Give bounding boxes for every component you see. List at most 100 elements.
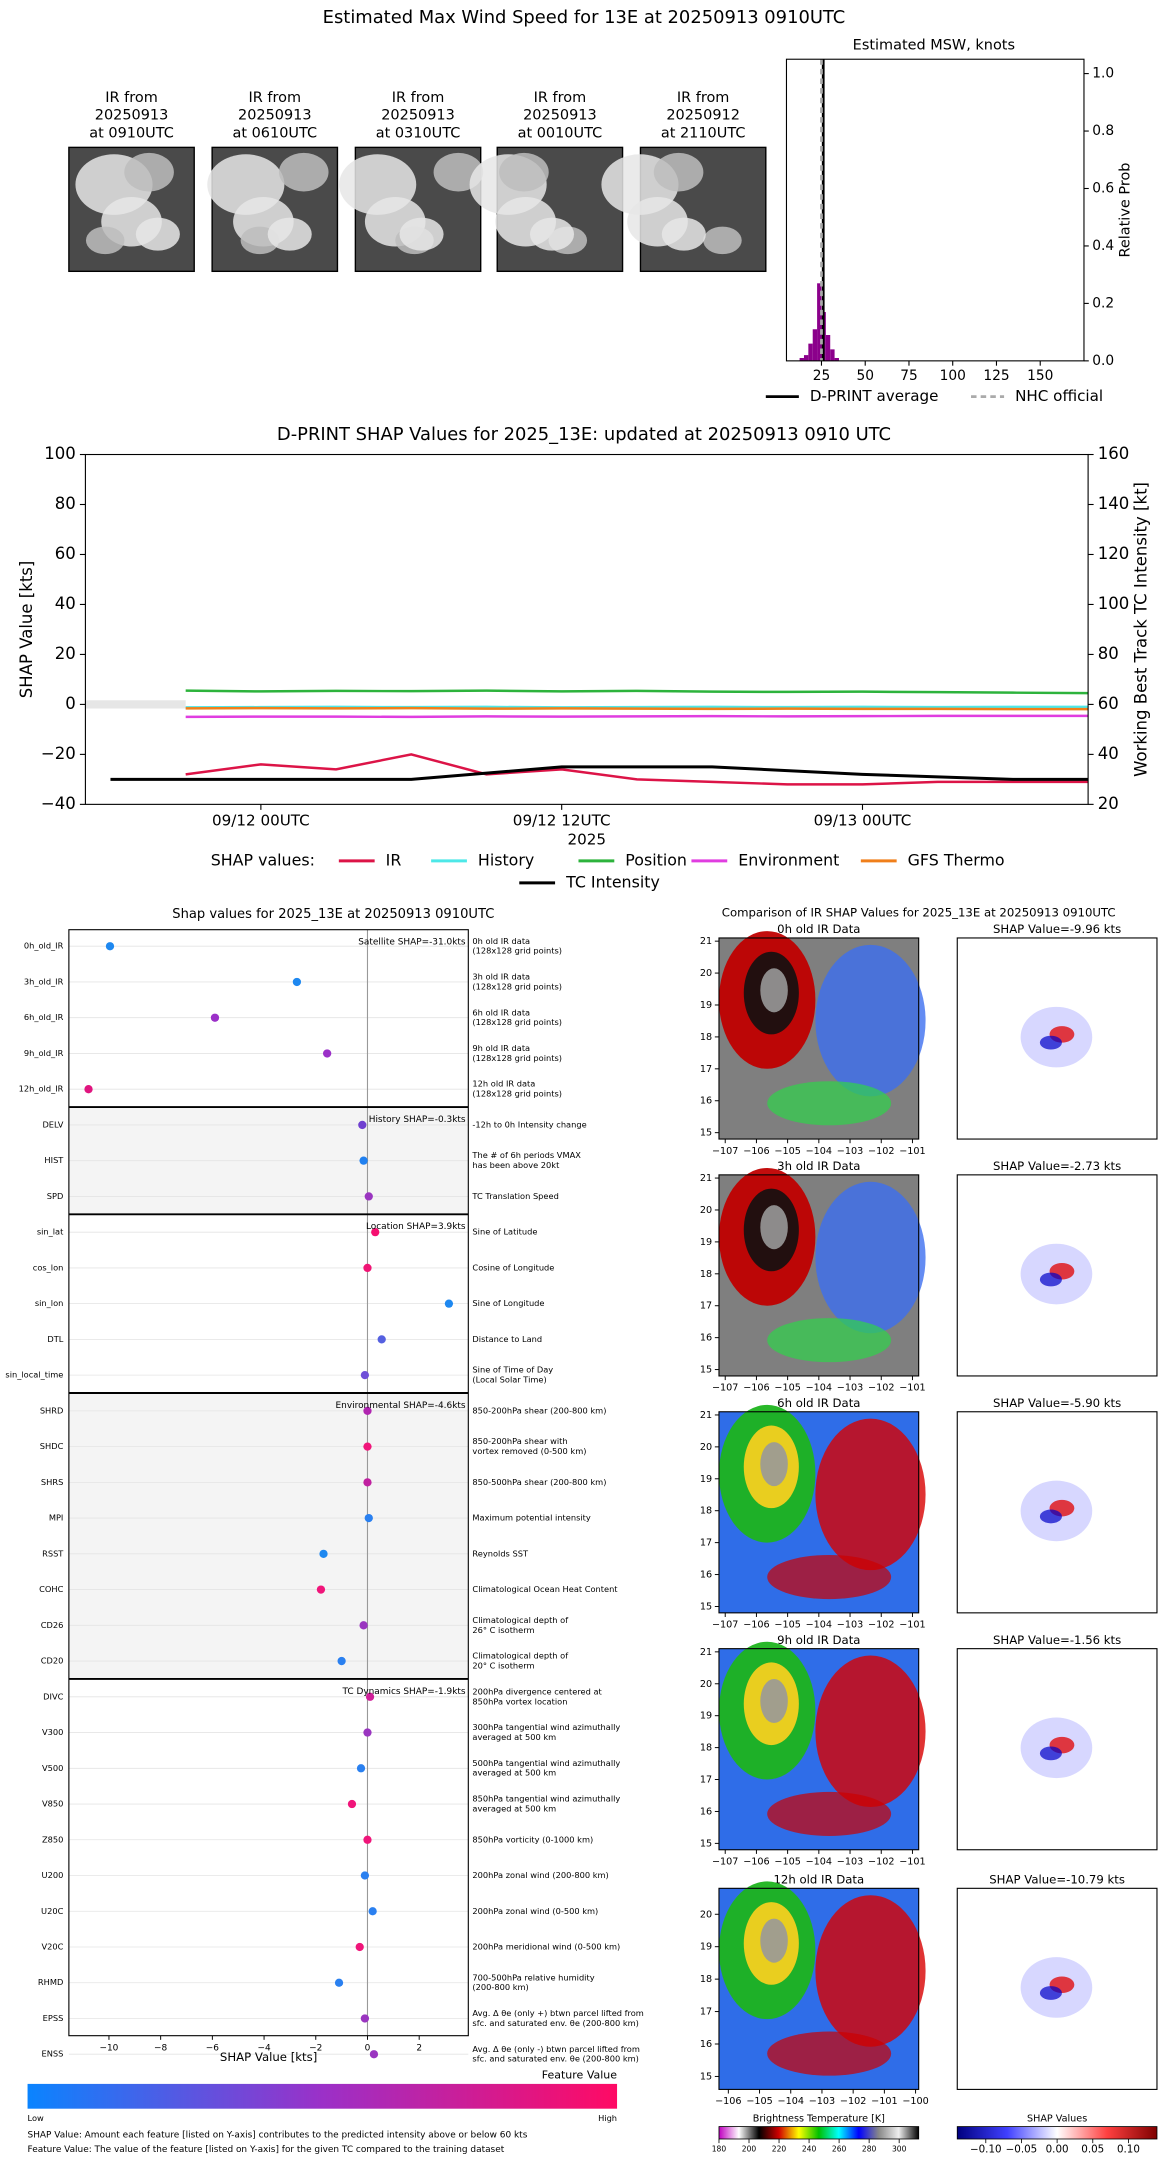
lon-tick-label: −102 bbox=[840, 2096, 866, 2107]
thumbnail-label: 20250913 bbox=[95, 108, 169, 124]
cloud bbox=[499, 152, 549, 192]
cloud bbox=[529, 217, 575, 251]
colorbar-label: Feature Value bbox=[542, 2069, 618, 2082]
lat-tick-label: 16 bbox=[700, 1096, 712, 1107]
lon-tick-label: −102 bbox=[868, 1383, 894, 1394]
y2-tick-label: 160 bbox=[1098, 444, 1130, 463]
feature-name: cos_lon bbox=[33, 1262, 64, 1272]
lat-tick-label: 15 bbox=[700, 1838, 712, 1849]
shap-dot bbox=[377, 1335, 386, 1344]
y-tick-label: 20 bbox=[55, 644, 76, 663]
lon-tick-label: −106 bbox=[743, 1856, 769, 1867]
feature-description: 200hPa meridional wind (0-500 km) bbox=[472, 1941, 620, 1951]
lon-tick-label: −107 bbox=[712, 1146, 738, 1157]
lat-tick-label: 19 bbox=[700, 1237, 712, 1248]
colorbar-label: Brightness Temperature [K] bbox=[753, 2113, 885, 2124]
ir-region bbox=[760, 1918, 788, 1963]
ir-region bbox=[767, 1555, 892, 1600]
lat-tick-label: 21 bbox=[700, 1173, 712, 1184]
lat-tick-label: 18 bbox=[700, 1743, 712, 1754]
cloud bbox=[135, 217, 180, 251]
axes-frame bbox=[785, 58, 1085, 362]
thumbnail-label: 20250913 bbox=[523, 108, 597, 124]
shap-title: SHAP Value=-10.79 kts bbox=[989, 1873, 1125, 1887]
cloud bbox=[653, 152, 704, 192]
colorbar-low: Low bbox=[28, 2113, 44, 2123]
feature-description: (128x128 grid points) bbox=[472, 1017, 562, 1027]
shap-dot bbox=[444, 1299, 454, 1308]
shap-title: SHAP Value=-1.56 kts bbox=[993, 1633, 1121, 1647]
lat-tick-label: 18 bbox=[700, 1974, 712, 1985]
shap-title: SHAP Value=-5.90 kts bbox=[993, 1396, 1121, 1410]
lat-tick-label: 18 bbox=[700, 1269, 712, 1280]
lon-tick-label: −103 bbox=[837, 1146, 863, 1157]
feature-name: COHC bbox=[39, 1584, 63, 1594]
feature-description: Cosine of Longitude bbox=[472, 1262, 554, 1272]
feature-description: 3h old IR data bbox=[472, 972, 530, 982]
lon-tick-label: −103 bbox=[809, 2096, 835, 2107]
y2-tick-label: 0.2 bbox=[1092, 295, 1114, 311]
footnote: Feature Value: The value of the feature … bbox=[28, 2145, 505, 2155]
lon-tick-label: −104 bbox=[806, 1856, 832, 1867]
shap-dot bbox=[359, 1621, 368, 1630]
thumbnail-label: at 2110UTC bbox=[661, 126, 746, 142]
y-tick-label: 0 bbox=[65, 694, 76, 713]
hist-bar bbox=[834, 357, 839, 361]
chart-title: Shap values for 2025_13E at 20250913 091… bbox=[172, 907, 494, 922]
cloud bbox=[85, 226, 125, 255]
x-tick-label: 25 bbox=[813, 368, 831, 384]
lat-tick-label: 20 bbox=[700, 1679, 712, 1690]
hist-bar bbox=[830, 349, 835, 361]
lat-tick-label: 19 bbox=[700, 1474, 712, 1485]
feature-name: sin_lat bbox=[37, 1227, 64, 1237]
feature-name: RSST bbox=[42, 1548, 64, 1558]
y-tick-label: 60 bbox=[55, 544, 76, 563]
shap-dot bbox=[364, 1192, 373, 1201]
ir-region bbox=[815, 1655, 926, 1808]
lon-tick-label: −101 bbox=[899, 1383, 925, 1394]
shap-dot bbox=[105, 942, 115, 951]
feature-description: (200-800 km) bbox=[472, 1982, 528, 1992]
shap-dot bbox=[365, 1692, 375, 1701]
feature-description: The # of 6h periods VMAX bbox=[471, 1150, 581, 1160]
lon-tick-label: −105 bbox=[774, 1146, 800, 1157]
series-line bbox=[185, 689, 1089, 695]
shap-dot bbox=[363, 1478, 372, 1487]
group-label: Location SHAP=3.9kts bbox=[366, 1222, 466, 1232]
y-tick-label: −40 bbox=[41, 794, 76, 813]
x-axis-label: SHAP Value [kts] bbox=[220, 2050, 317, 2064]
lon-tick-label: −103 bbox=[837, 1856, 863, 1867]
feature-name: RHMD bbox=[38, 1977, 63, 1987]
ir-title: 0h old IR Data bbox=[777, 922, 860, 936]
feature-description: 200hPa divergence centered at bbox=[472, 1686, 602, 1696]
ir-region bbox=[815, 944, 926, 1097]
lon-tick-label: −101 bbox=[871, 2096, 897, 2107]
colorbar-tick-label: −0.10 bbox=[970, 2143, 1002, 2155]
lon-tick-label: −107 bbox=[712, 1383, 738, 1394]
legend-label: NHC official bbox=[1015, 387, 1103, 405]
feature-name: 3h_old_IR bbox=[24, 976, 64, 986]
shap-blob bbox=[1039, 1746, 1062, 1761]
legend-label: Position bbox=[625, 850, 687, 869]
lon-tick-label: −107 bbox=[712, 1620, 738, 1631]
feature-description: 12h old IR data bbox=[472, 1079, 535, 1089]
lat-tick-label: 17 bbox=[700, 2007, 712, 2018]
colorbar bbox=[718, 2126, 920, 2140]
feature-name: MPI bbox=[49, 1513, 64, 1523]
y-tick-label: 80 bbox=[55, 494, 76, 513]
feature-description: TC Translation Speed bbox=[471, 1191, 558, 1201]
shap-dot bbox=[210, 1013, 220, 1022]
feature-description: sfc. and saturated env. θe (200-800 km) bbox=[472, 2018, 638, 2028]
ir-region bbox=[760, 1205, 788, 1250]
feature-description: 850hPa tangential wind azimuthally bbox=[472, 1794, 620, 1804]
feature-description: Reynolds SST bbox=[472, 1548, 529, 1558]
group-label: Environmental SHAP=-4.6kts bbox=[336, 1401, 466, 1411]
shap-title: SHAP Value=-2.73 kts bbox=[993, 1159, 1121, 1173]
axes-frame bbox=[84, 453, 1089, 805]
lat-tick-label: 15 bbox=[700, 1601, 712, 1612]
x-tick-label: 09/13 00UTC bbox=[814, 811, 912, 829]
y2-tick-label: 0.6 bbox=[1092, 180, 1114, 196]
colorbar-tick-label: 200 bbox=[742, 2144, 757, 2153]
legend-title: SHAP values: bbox=[211, 850, 315, 869]
x-tick-label: 09/12 12UTC bbox=[513, 811, 611, 829]
